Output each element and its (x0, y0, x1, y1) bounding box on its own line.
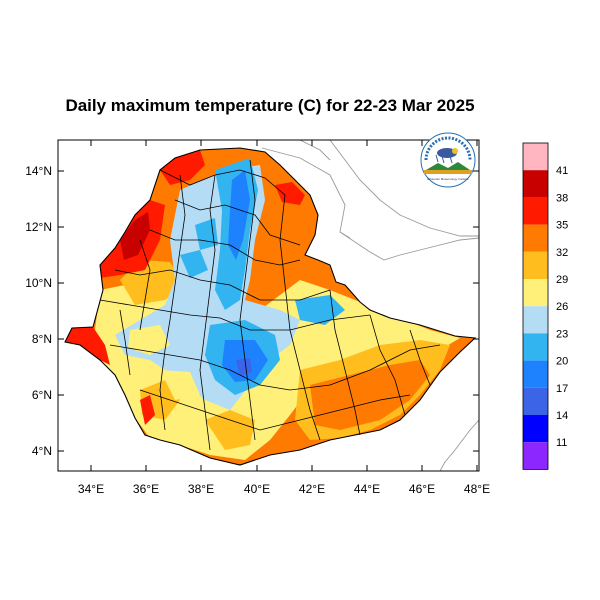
lat-label-4: 4°N (32, 444, 52, 458)
logo-caption: Ethiopian Meteorology Institute (427, 177, 469, 181)
colorbar-frame (522, 142, 549, 470)
colorbar-swatch (523, 224, 548, 252)
plot-frame (57, 139, 480, 472)
colorbar-swatch (523, 279, 548, 307)
colorbar-swatch (523, 442, 548, 470)
colorbar-swatch (523, 333, 548, 361)
colorbar-label: 38 (556, 192, 568, 204)
colorbar-label: 14 (556, 410, 568, 422)
colorbar-label: 29 (556, 274, 568, 286)
colorbar-swatch (523, 306, 548, 334)
colorbar-swatch (523, 360, 548, 388)
lon-label-46: 46°E (409, 482, 435, 496)
colorbar-label: 32 (556, 247, 568, 259)
lon-axis (90, 140, 478, 471)
lon-label-38: 38°E (188, 482, 214, 496)
lat-label-10: 10°N (25, 276, 52, 290)
lon-label-48: 48°E (464, 482, 490, 496)
lat-label-8: 8°N (32, 332, 52, 346)
colorbar-label: 17 (556, 383, 568, 395)
colorbar-label: 41 (556, 165, 568, 177)
colorbar-label: 26 (556, 301, 568, 313)
neighbor-borders (261, 140, 479, 471)
colorbar: 41 38 35 32 29 26 23 20 17 14 11 (522, 142, 568, 470)
colorbar-label: 11 (556, 437, 567, 449)
colorbar-swatch (523, 143, 548, 171)
colorbar-swatch (523, 197, 548, 225)
lat-label-12: 12°N (25, 220, 52, 234)
lon-label-34: 34°E (78, 482, 104, 496)
colorbar-swatch (523, 415, 548, 443)
lon-label-36: 36°E (133, 482, 159, 496)
colorbar-swatch (523, 251, 548, 279)
colorbar-label: 35 (556, 220, 568, 232)
lon-label-40: 40°E (244, 482, 270, 496)
map-title: Daily maximum temperature (C) for 22-23 … (65, 96, 475, 115)
admin-boundaries (64, 147, 477, 466)
lon-label-44: 44°E (354, 482, 380, 496)
institute-logo: Ethiopian Meteorology Institute (420, 132, 476, 188)
colorbar-swatch (523, 387, 548, 415)
colorbar-label: 20 (556, 356, 568, 368)
lat-label-6: 6°N (32, 388, 52, 402)
lon-label-42: 42°E (299, 482, 325, 496)
lat-axis (58, 170, 479, 452)
colorbar-swatch (523, 170, 548, 198)
temperature-field (65, 148, 475, 465)
colorbar-label: 23 (556, 328, 568, 340)
lat-label-14: 14°N (25, 164, 52, 178)
